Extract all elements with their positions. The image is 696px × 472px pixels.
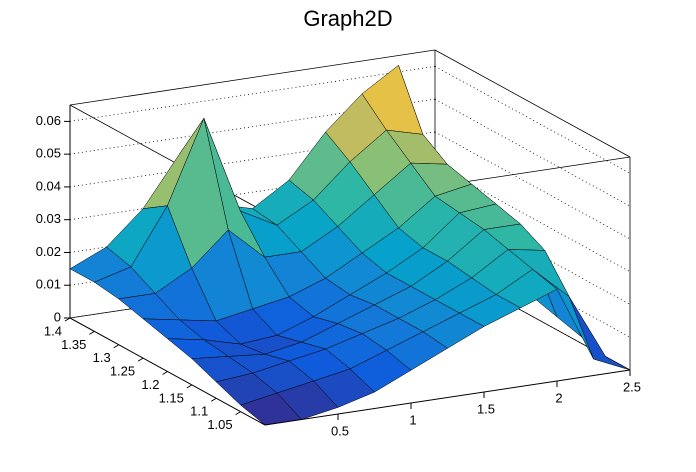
- y-tick-label: 1.4: [44, 323, 62, 338]
- box-edge: [434, 49, 631, 158]
- z-tick-label: 0.03: [36, 211, 61, 226]
- y-tick-label: 1.2: [141, 377, 159, 392]
- y-tick-label: 1.25: [110, 364, 135, 379]
- grid-line: [69, 65, 436, 122]
- y-tick: [64, 317, 71, 322]
- x-axis: [264, 369, 631, 426]
- y-tick-label: 1.1: [190, 404, 208, 419]
- x-tick-label: 2.5: [623, 379, 641, 394]
- y-tick-label: 1.3: [93, 350, 111, 365]
- y-tick: [186, 384, 193, 389]
- grid-line: [69, 98, 436, 155]
- z-tick-label: 0: [54, 309, 61, 324]
- x-tick-label: 1: [409, 412, 416, 427]
- y-tick: [137, 357, 144, 362]
- y-tick-label: 1.35: [61, 337, 86, 352]
- x-tick-label: 1.5: [477, 401, 495, 416]
- y-tick-label: 1.05: [207, 417, 232, 432]
- chart-title: Graph2D: [303, 6, 392, 31]
- z-tick-label: 0.06: [36, 113, 61, 128]
- z-tick-label: 0.04: [36, 178, 61, 193]
- grid-line: [69, 131, 436, 188]
- y-tick-label: 1.15: [159, 390, 184, 405]
- z-tick-label: 0.05: [36, 146, 61, 161]
- z-tick-label: 0.01: [36, 277, 61, 292]
- y-tick: [89, 330, 95, 335]
- y-tick: [210, 397, 217, 402]
- y-tick: [113, 344, 120, 349]
- x-tick-label: 2: [555, 390, 562, 405]
- x-tick-label: 0.5: [331, 423, 349, 438]
- grid-line: [69, 164, 436, 221]
- y-tick: [162, 371, 168, 375]
- z-tick-label: 0.02: [36, 244, 61, 259]
- box-edge: [69, 49, 436, 106]
- y-tick: [235, 411, 241, 416]
